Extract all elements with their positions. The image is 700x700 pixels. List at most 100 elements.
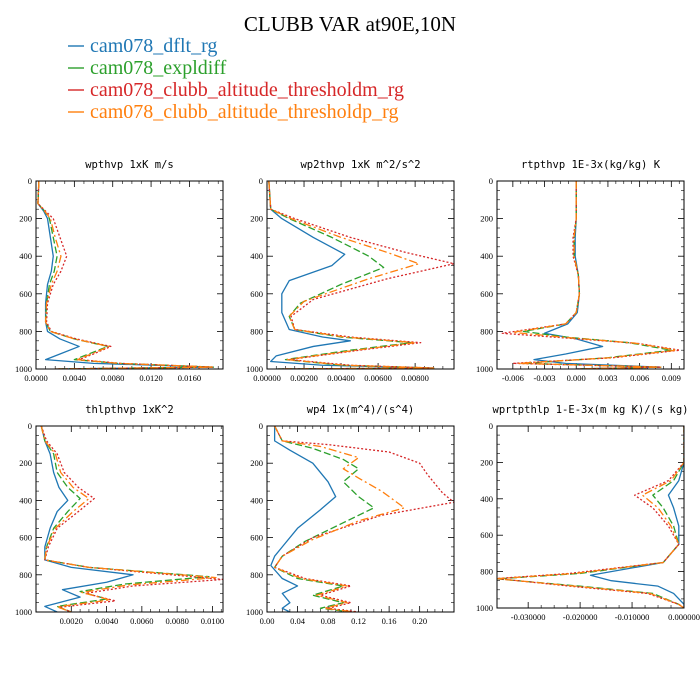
legend-entry: cam078_dflt_rg [90,35,217,57]
y-tick-label: 800 [480,326,493,336]
panel: wp4 1x(m^4)/(s^4) 0 200 400 600 800 10000.00 0.… [246,404,455,626]
plot-frame [266,425,455,613]
series-line [522,181,672,369]
series-line [40,426,134,612]
x-tick-label: 0.0040 [95,616,118,626]
y-tick-label: 1000 [15,364,32,374]
x-tick-label: -0.010000 [615,612,650,622]
x-tick-label: 0.00600 [364,373,392,383]
y-tick-label: 800 [19,570,32,580]
series-line [268,181,454,369]
y-tick-label: 1000 [476,364,493,374]
x-tick-label: 0.00000 [253,373,281,383]
panel: wprtpthlp 1-E-3x(m kg K)/(s kg)0 200 400 60… [476,404,700,622]
y-tick-label: 200 [19,214,32,224]
y-tick-label: 400 [19,495,32,505]
plot-frame [35,425,224,613]
legend: cam078_dflt_rgcam078_expldiffcam078_club… [68,35,404,123]
series-line [273,426,454,612]
series-line [268,181,435,369]
panel: wpthvp 1xK m/s 0 200 400 600 800 10000.0000 0.0… [15,159,224,383]
legend-entry: cam078_clubb_altitude_thresholdp_rg [90,101,398,123]
x-tick-label: 0.000000 [668,612,700,622]
series-line [497,426,684,608]
x-tick-label: 0.20 [412,616,427,626]
x-tick-label: 0.0160 [178,373,201,383]
y-tick-label: 600 [250,533,263,543]
x-tick-label: 0.0080 [101,373,124,383]
series-line [40,426,210,612]
y-tick-label: 600 [480,289,493,299]
plot-frame [35,180,224,370]
y-tick-label: 200 [250,214,263,224]
y-tick-label: 400 [250,251,263,261]
y-tick-label: 600 [480,530,493,540]
x-tick-label: 0.0100 [201,616,224,626]
series-line [497,426,684,608]
x-tick-label: -0.020000 [563,612,598,622]
series-line [37,181,215,369]
x-tick-label: 0.006 [630,373,649,383]
panel-title: wpthvp 1xK m/s [85,159,174,171]
y-tick-label: 800 [480,567,493,577]
panel: wp2thvp 1xK m^2/s^2020040060080010000.00… [246,159,455,383]
series-line [268,181,435,369]
x-tick-label: 0.00200 [290,373,318,383]
x-tick-label: 0.04 [290,616,306,626]
y-tick-label: 200 [480,457,493,467]
x-tick-label: 0.12 [351,616,366,626]
series-line [533,181,662,369]
y-tick-label: 600 [19,533,32,543]
y-tick-label: 200 [250,458,263,468]
x-tick-label: 0.0060 [130,616,153,626]
y-tick-label: 400 [480,251,493,261]
x-tick-label: 0.000 [567,373,586,383]
series-line [501,181,681,369]
panel-title: thlpthvp 1xK^2 [85,404,174,416]
y-tick-label: 400 [480,494,493,504]
y-tick-label: 1000 [246,364,263,374]
x-tick-label: 0.0120 [139,373,162,383]
y-tick-label: 800 [19,326,32,336]
panel-title: wp4 1x(m^4)/(s^4) [307,404,414,416]
series-line [37,181,215,369]
series-line [497,426,684,608]
x-tick-label: 0.00800 [401,373,429,383]
x-tick-label: 0.0000 [24,373,47,383]
panel-title: wp2thvp 1xK m^2/s^2 [300,159,420,171]
series-line [273,426,375,612]
series-line [270,426,337,612]
series-line [512,181,678,369]
panel: thlpthvp 1xK^2 0 200 400 600 800 1000 0.0020 0.0… [15,404,224,626]
legend-entry: cam078_clubb_altitude_thresholdm_rg [90,79,404,101]
panel-title: rtpthvp 1E-3x(kg/kg) K [521,159,661,171]
plot-frame [496,180,685,370]
y-tick-label: 600 [250,289,263,299]
series-line [40,426,223,612]
series-line [40,426,217,612]
plot-frame [266,180,455,370]
y-tick-label: 1000 [246,607,263,617]
x-tick-label: -0.030000 [511,612,546,622]
y-tick-label: 200 [19,458,32,468]
y-tick-label: 0 [259,176,263,186]
y-tick-label: 400 [19,251,32,261]
panel-title: wprtpthlp 1-E-3x(m kg K)/(s kg) [493,404,689,416]
y-tick-label: 400 [250,495,263,505]
chart-title: CLUBB VAR at90E,10N [244,12,456,36]
x-tick-label: 0.009 [662,373,681,383]
x-tick-label: -0.003 [534,373,556,383]
x-tick-label: 0.00 [260,616,275,626]
series-line [273,426,406,612]
legend-entry: cam078_expldiff [90,57,227,79]
x-tick-label: 0.16 [382,616,397,626]
plot-frame [496,425,685,609]
x-tick-label: 0.0080 [165,616,188,626]
series-line [589,426,684,608]
y-tick-label: 1000 [476,603,493,613]
y-tick-label: 0 [28,176,32,186]
y-tick-label: 0 [259,421,263,431]
x-tick-label: 0.0020 [60,616,83,626]
